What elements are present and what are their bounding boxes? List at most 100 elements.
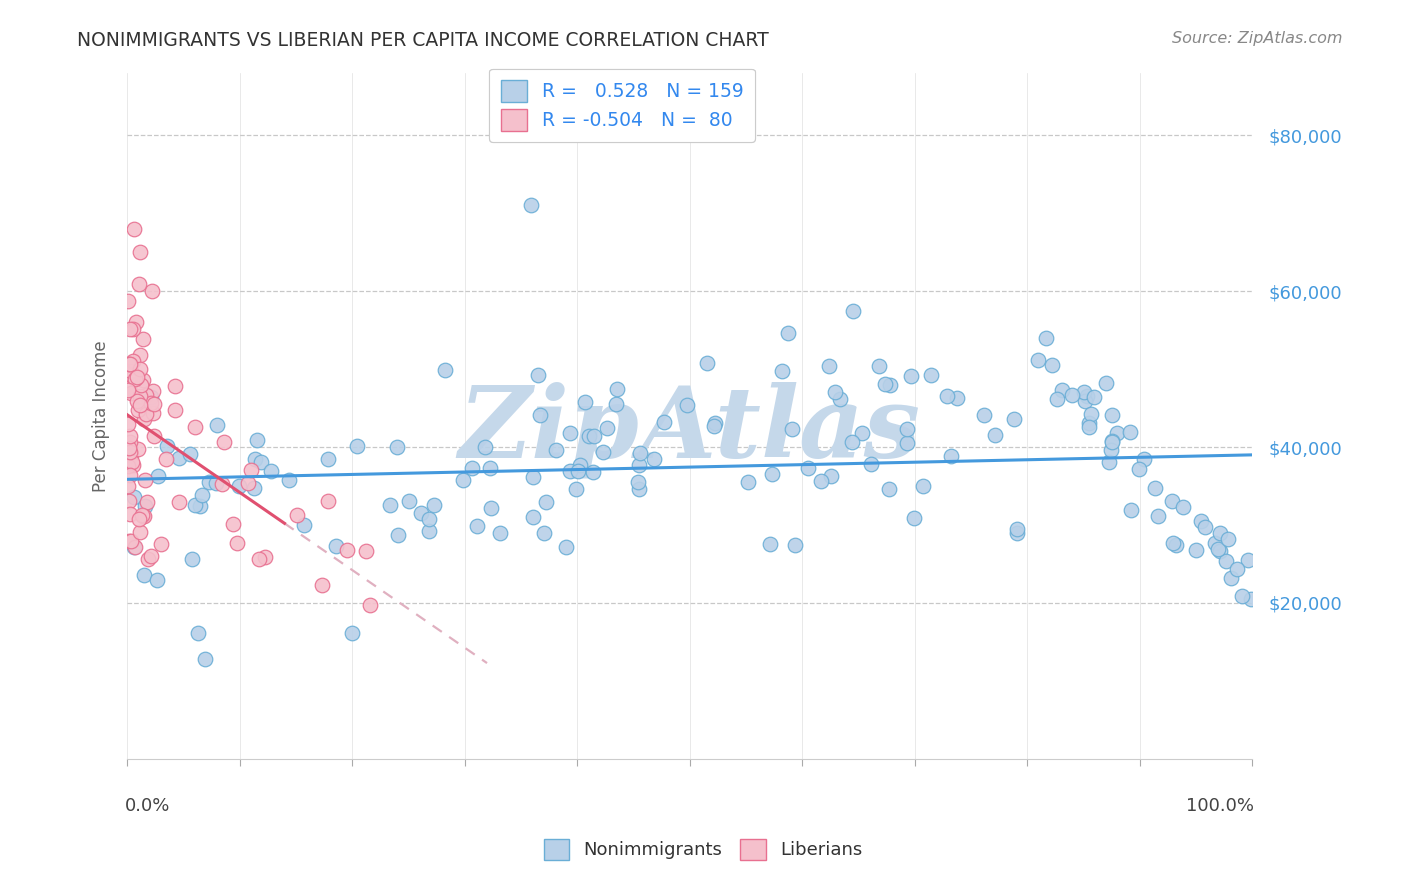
- Point: [120, 508, 142, 522]
- Point: [118, 494, 141, 508]
- Point: [1046, 392, 1069, 406]
- Point: [1118, 425, 1140, 439]
- Point: [146, 469, 169, 483]
- Point: [1073, 393, 1095, 408]
- Point: [128, 389, 150, 403]
- Point: [643, 451, 665, 466]
- Point: [207, 417, 229, 432]
- Point: [1206, 541, 1229, 556]
- Point: [245, 452, 267, 467]
- Point: [474, 440, 496, 454]
- Point: [703, 416, 725, 430]
- Point: [247, 552, 270, 566]
- Point: [167, 451, 190, 466]
- Point: [1189, 514, 1212, 528]
- Point: [118, 445, 141, 459]
- Point: [1216, 532, 1239, 546]
- Point: [582, 465, 605, 479]
- Point: [529, 408, 551, 422]
- Point: [1215, 554, 1237, 568]
- Point: [228, 479, 250, 493]
- Text: NONIMMIGRANTS VS LIBERIAN PER CAPITA INCOME CORRELATION CHART: NONIMMIGRANTS VS LIBERIAN PER CAPITA INC…: [77, 31, 769, 50]
- Point: [1240, 592, 1263, 607]
- Point: [398, 494, 420, 508]
- Point: [533, 526, 555, 541]
- Point: [1076, 389, 1098, 403]
- Point: [118, 358, 141, 372]
- Point: [558, 464, 581, 478]
- Point: [520, 198, 543, 212]
- Point: [1208, 544, 1230, 558]
- Point: [120, 386, 142, 401]
- Point: [250, 455, 273, 469]
- Point: [628, 446, 651, 460]
- Point: [129, 377, 152, 392]
- Point: [134, 473, 156, 487]
- Point: [1101, 434, 1123, 448]
- Point: [546, 442, 568, 457]
- Point: [117, 478, 139, 492]
- Point: [851, 426, 873, 441]
- Point: [254, 549, 277, 564]
- Point: [141, 390, 163, 404]
- Point: [136, 494, 159, 508]
- Point: [1101, 434, 1123, 449]
- Point: [129, 524, 152, 539]
- Point: [534, 494, 557, 508]
- Point: [190, 488, 212, 502]
- Point: [1184, 542, 1206, 557]
- Point: [583, 429, 606, 443]
- Text: 0.0%: 0.0%: [125, 797, 170, 814]
- Point: [1146, 508, 1168, 523]
- Point: [143, 428, 166, 442]
- Point: [124, 372, 146, 386]
- Point: [117, 294, 139, 309]
- Point: [128, 277, 150, 291]
- Point: [522, 470, 544, 484]
- Point: [117, 384, 139, 398]
- Point: [127, 403, 149, 417]
- Point: [936, 389, 959, 403]
- Point: [179, 447, 201, 461]
- Point: [1160, 494, 1182, 508]
- Point: [122, 541, 145, 555]
- Point: [139, 549, 162, 563]
- Point: [797, 461, 820, 475]
- Point: [1099, 443, 1122, 458]
- Point: [759, 537, 782, 551]
- Point: [574, 394, 596, 409]
- Point: [1164, 538, 1187, 552]
- Point: [118, 357, 141, 371]
- Point: [578, 429, 600, 443]
- Point: [605, 397, 627, 411]
- Point: [122, 222, 145, 236]
- Point: [1220, 571, 1243, 585]
- Point: [860, 457, 883, 471]
- Point: [121, 533, 143, 548]
- Point: [911, 478, 934, 492]
- Point: [1194, 520, 1216, 534]
- Point: [163, 379, 186, 393]
- Point: [896, 422, 918, 436]
- Point: [703, 419, 725, 434]
- Point: [1226, 561, 1249, 575]
- Point: [132, 508, 155, 523]
- Point: [128, 348, 150, 362]
- Point: [180, 552, 202, 566]
- Point: [117, 459, 139, 474]
- Point: [1133, 451, 1156, 466]
- Point: [122, 458, 145, 473]
- Point: [325, 540, 347, 554]
- Point: [285, 508, 308, 522]
- Point: [737, 475, 759, 489]
- Point: [129, 398, 152, 412]
- Point: [117, 417, 139, 431]
- Point: [121, 354, 143, 368]
- Point: [316, 494, 339, 508]
- Point: [409, 506, 432, 520]
- Point: [125, 393, 148, 408]
- Point: [186, 625, 208, 640]
- Point: [129, 245, 152, 260]
- Point: [1161, 535, 1184, 549]
- Point: [141, 284, 163, 298]
